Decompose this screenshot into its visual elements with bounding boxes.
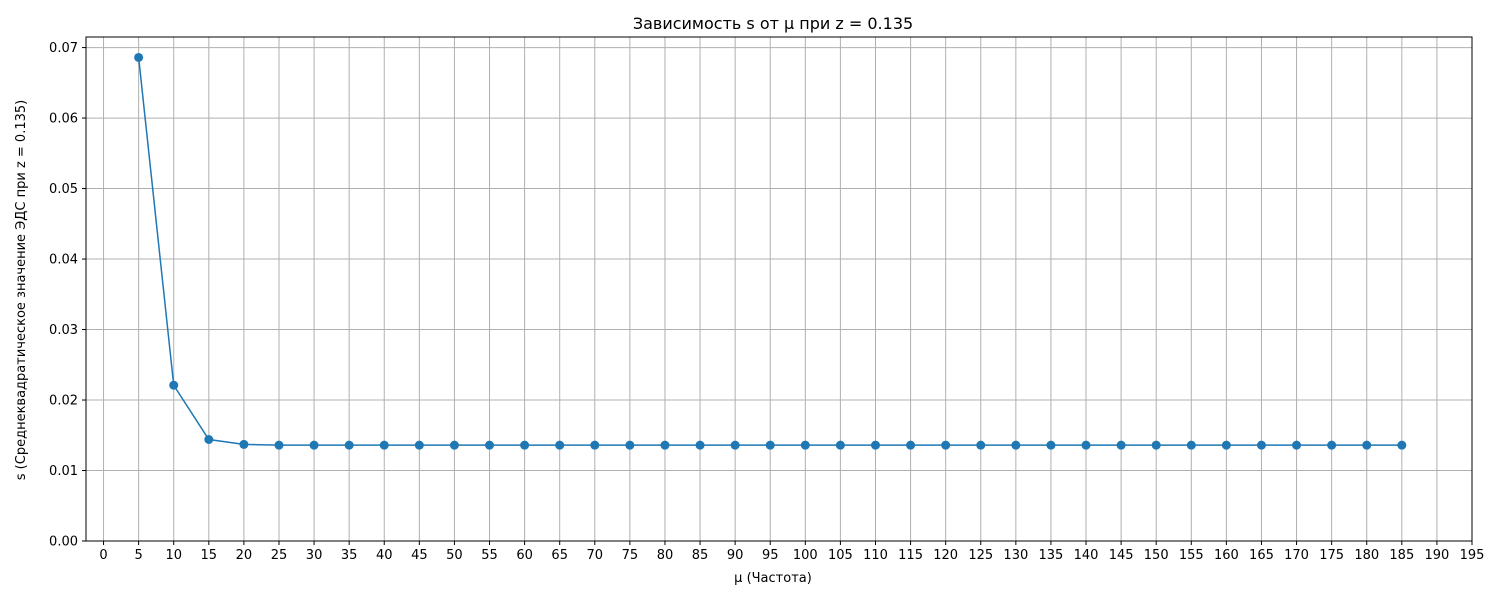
x-tick-label: 10 bbox=[165, 548, 182, 563]
x-tick-label: 125 bbox=[968, 548, 993, 563]
y-tick-label: 0.05 bbox=[49, 182, 78, 197]
x-tick-label: 60 bbox=[516, 548, 533, 563]
x-tick-label: 20 bbox=[236, 548, 253, 563]
data-point bbox=[1081, 440, 1091, 450]
x-tick-label: 35 bbox=[341, 548, 358, 563]
y-tick-label: 0.06 bbox=[49, 112, 78, 127]
data-point bbox=[625, 440, 635, 450]
x-tick-label: 145 bbox=[1109, 548, 1134, 563]
data-point bbox=[344, 440, 354, 450]
x-tick-label: 25 bbox=[271, 548, 288, 563]
data-point bbox=[695, 440, 705, 450]
y-tick-label: 0.07 bbox=[49, 41, 78, 56]
data-point bbox=[274, 440, 284, 450]
data-point bbox=[941, 440, 951, 450]
x-tick-label: 45 bbox=[411, 548, 428, 563]
x-tick-label: 50 bbox=[446, 548, 463, 563]
x-tick-label: 90 bbox=[727, 548, 744, 563]
x-axis: 0 5 10 15 20 25 30 35 40 45 50 55 60 65 70 75 80 85 90 95 10… bbox=[99, 541, 1484, 563]
y-tick-label: 0.01 bbox=[49, 464, 78, 479]
x-tick-label: 120 bbox=[933, 548, 958, 563]
data-point bbox=[1256, 440, 1266, 450]
data-point bbox=[870, 440, 880, 450]
data-point bbox=[169, 380, 179, 390]
x-tick-label: 140 bbox=[1074, 548, 1099, 563]
y-tick-label: 0.00 bbox=[49, 535, 78, 550]
x-tick-label: 0 bbox=[99, 548, 107, 563]
x-tick-label: 185 bbox=[1389, 548, 1414, 563]
x-tick-label: 165 bbox=[1249, 548, 1274, 563]
x-tick-label: 175 bbox=[1319, 548, 1344, 563]
x-tick-label: 100 bbox=[793, 548, 818, 563]
x-tick-label: 135 bbox=[1039, 548, 1064, 563]
x-tick-label: 115 bbox=[898, 548, 923, 563]
data-point bbox=[906, 440, 916, 450]
x-tick-label: 80 bbox=[657, 548, 674, 563]
x-tick-label: 195 bbox=[1460, 548, 1485, 563]
y-tick-label: 0.03 bbox=[49, 323, 78, 338]
data-point bbox=[204, 434, 214, 444]
data-point bbox=[309, 440, 319, 450]
data-point bbox=[1186, 440, 1196, 450]
x-tick-label: 155 bbox=[1179, 548, 1204, 563]
x-tick-label: 5 bbox=[134, 548, 142, 563]
x-tick-label: 105 bbox=[828, 548, 853, 563]
data-point bbox=[976, 440, 986, 450]
data-point bbox=[730, 440, 740, 450]
data-point bbox=[800, 440, 810, 450]
x-tick-label: 95 bbox=[762, 548, 779, 563]
series-group bbox=[134, 52, 1407, 450]
data-point bbox=[660, 440, 670, 450]
data-point bbox=[449, 440, 459, 450]
y-axis-label: s (Среднеквадратическое значение ЭДС при… bbox=[14, 100, 29, 480]
x-tick-label: 130 bbox=[1003, 548, 1028, 563]
data-point bbox=[1151, 440, 1161, 450]
x-tick-label: 65 bbox=[551, 548, 568, 563]
x-tick-label: 170 bbox=[1284, 548, 1309, 563]
data-point bbox=[1221, 440, 1231, 450]
data-point bbox=[1362, 440, 1372, 450]
x-tick-label: 150 bbox=[1144, 548, 1169, 563]
y-tick-label: 0.04 bbox=[49, 253, 78, 268]
data-point bbox=[485, 440, 495, 450]
x-tick-label: 85 bbox=[692, 548, 709, 563]
chart-title: Зависимость s от μ при z = 0.135 bbox=[633, 14, 913, 33]
y-tick-label: 0.02 bbox=[49, 394, 78, 409]
data-point bbox=[1327, 440, 1337, 450]
x-tick-label: 110 bbox=[863, 548, 888, 563]
data-point bbox=[765, 440, 775, 450]
y-axis: 0.00 0.01 0.02 0.03 0.04 0.05 0.06 0.07 bbox=[49, 41, 86, 550]
x-tick-label: 55 bbox=[481, 548, 498, 563]
data-point bbox=[520, 440, 530, 450]
x-tick-label: 40 bbox=[376, 548, 393, 563]
x-axis-label: μ (Частота) bbox=[734, 571, 812, 586]
x-tick-label: 180 bbox=[1354, 548, 1379, 563]
x-tick-label: 190 bbox=[1424, 548, 1449, 563]
data-point bbox=[414, 440, 424, 450]
x-tick-label: 75 bbox=[622, 548, 639, 563]
x-tick-label: 30 bbox=[306, 548, 323, 563]
data-point bbox=[835, 440, 845, 450]
x-tick-label: 160 bbox=[1214, 548, 1239, 563]
plot-frame bbox=[85, 36, 1473, 542]
x-tick-label: 70 bbox=[587, 548, 604, 563]
data-point bbox=[134, 52, 144, 62]
data-point bbox=[1011, 440, 1021, 450]
data-point bbox=[590, 440, 600, 450]
data-point bbox=[1116, 440, 1126, 450]
data-point bbox=[1046, 440, 1056, 450]
data-point bbox=[1397, 440, 1407, 450]
data-point bbox=[379, 440, 389, 450]
data-point bbox=[1292, 440, 1302, 450]
x-tick-label: 15 bbox=[201, 548, 218, 563]
data-point bbox=[239, 439, 249, 449]
data-point bbox=[555, 440, 565, 450]
